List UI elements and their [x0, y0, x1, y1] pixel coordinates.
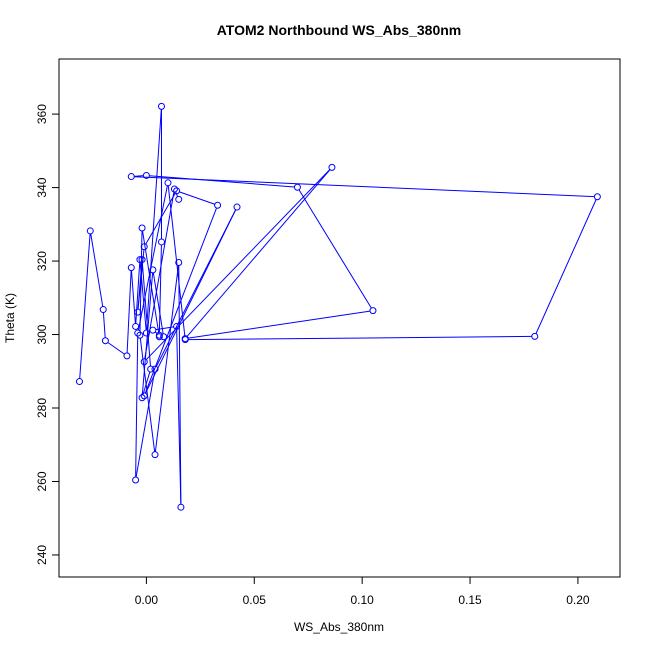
series-line-segment — [126, 270, 132, 353]
y-tick-label: 240 — [35, 545, 49, 565]
data-point — [151, 365, 159, 373]
y-axis: 240 260 280 300 320 340 360 — [35, 104, 59, 565]
series-line-segment — [90, 233, 104, 307]
series-line-segment — [145, 169, 331, 360]
data-point — [123, 352, 131, 360]
y-tick-label: 280 — [35, 398, 49, 418]
data-point — [134, 308, 142, 316]
x-axis: 0.00 0.05 0.10 0.15 0.20 — [135, 577, 590, 607]
data-point — [138, 224, 146, 232]
data-point — [175, 195, 183, 203]
y-tick-label: 300 — [35, 324, 49, 344]
series — [75, 102, 601, 511]
series-line-segment — [102, 312, 106, 338]
data-point — [127, 264, 135, 272]
data-point — [157, 238, 165, 246]
series-line-segment — [179, 191, 215, 205]
data-point — [593, 193, 601, 201]
data-point — [99, 306, 107, 314]
y-tick-label: 360 — [35, 104, 49, 124]
x-tick-label: 0.05 — [243, 593, 267, 607]
data-point — [86, 227, 94, 235]
data-point — [136, 331, 144, 339]
y-tick-label: 260 — [35, 471, 49, 491]
chart-title: ATOM2 Northbound WS_Abs_380nm — [217, 22, 462, 38]
series-line-segment — [535, 199, 597, 334]
series-line-segment — [142, 371, 151, 395]
data-point — [151, 451, 159, 459]
series-line-segment — [135, 262, 141, 324]
series-line-segment — [298, 189, 372, 309]
x-tick-label: 0.10 — [350, 593, 374, 607]
data-point — [173, 322, 181, 330]
data-point — [160, 333, 168, 341]
data-point — [155, 333, 163, 341]
data-point — [142, 171, 150, 179]
series-line-segment — [152, 272, 164, 334]
series-line-segment — [158, 244, 162, 333]
data-point — [170, 185, 178, 193]
data-point — [136, 256, 144, 264]
series-line-segment — [134, 175, 144, 177]
series-line-segment — [149, 175, 295, 188]
data-point — [138, 256, 146, 264]
data-point — [328, 163, 336, 171]
series-layer — [75, 102, 601, 511]
y-axis-label: Theta (K) — [3, 293, 17, 343]
data-point — [293, 183, 301, 191]
data-point — [214, 201, 222, 209]
data-point — [173, 187, 181, 195]
series-line-segment — [79, 233, 91, 379]
series-line-segment — [137, 185, 168, 331]
plot-frame — [58, 58, 621, 578]
data-point — [149, 266, 157, 274]
data-point — [369, 307, 377, 315]
y-tick-label: 320 — [35, 251, 49, 271]
series-line-segment — [135, 336, 139, 478]
series-line-segment — [155, 209, 237, 367]
series-line-segment — [188, 335, 532, 341]
data-point — [177, 503, 185, 511]
data-point — [233, 203, 241, 211]
data-point — [181, 335, 189, 343]
data-point — [175, 259, 183, 267]
series-line-segment — [142, 230, 160, 334]
series-line-segment — [146, 109, 162, 331]
data-point — [134, 329, 142, 337]
data-point — [132, 322, 140, 330]
data-point — [531, 332, 539, 340]
data-point — [164, 179, 172, 187]
series-line-segment — [107, 342, 125, 355]
x-tick-label: 0.00 — [135, 593, 159, 607]
data-point — [101, 337, 109, 345]
data-point — [149, 326, 157, 334]
data-point — [147, 365, 155, 373]
series-line-segment — [131, 270, 136, 324]
data-point — [142, 329, 150, 337]
x-tick-label: 0.20 — [566, 593, 590, 607]
series-line-segment — [135, 371, 155, 478]
series-line-segment — [188, 310, 371, 339]
data-point — [75, 378, 83, 386]
data-point — [140, 358, 148, 366]
series-line-segment — [186, 169, 331, 337]
y-tick-label: 340 — [35, 177, 49, 197]
series-line-segment — [154, 265, 179, 452]
data-point — [157, 102, 165, 110]
x-tick-label: 0.15 — [458, 593, 482, 607]
data-point — [127, 173, 135, 181]
data-point — [132, 476, 140, 484]
series-line-segment — [141, 262, 151, 367]
data-point — [138, 394, 146, 402]
x-axis-label: WS_Abs_380nm — [294, 620, 384, 634]
data-point — [140, 392, 148, 400]
data-point — [140, 243, 148, 251]
